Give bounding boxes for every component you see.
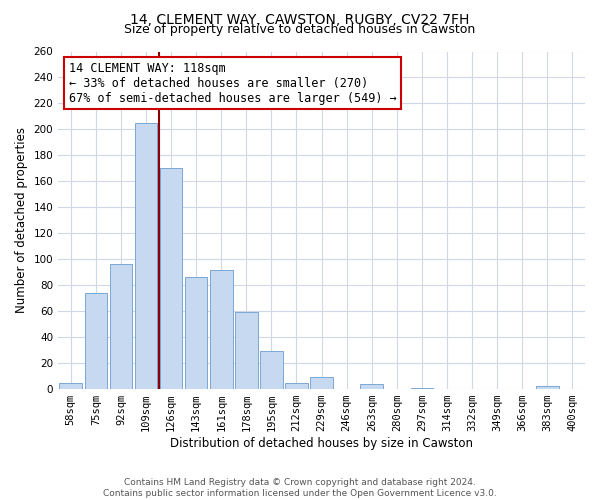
Bar bbox=[361, 384, 383, 389]
Text: Contains HM Land Registry data © Crown copyright and database right 2024.
Contai: Contains HM Land Registry data © Crown c… bbox=[103, 478, 497, 498]
Text: 14 CLEMENT WAY: 118sqm
← 33% of detached houses are smaller (270)
67% of semi-de: 14 CLEMENT WAY: 118sqm ← 33% of detached… bbox=[69, 62, 397, 104]
Bar bbox=[260, 352, 283, 389]
Y-axis label: Number of detached properties: Number of detached properties bbox=[15, 128, 28, 314]
Bar bbox=[85, 293, 107, 389]
Bar bbox=[536, 386, 559, 389]
Bar bbox=[160, 168, 182, 389]
Bar bbox=[235, 312, 257, 389]
Text: Size of property relative to detached houses in Cawston: Size of property relative to detached ho… bbox=[124, 22, 476, 36]
Bar bbox=[210, 270, 233, 389]
Bar bbox=[410, 388, 433, 389]
Bar bbox=[310, 378, 333, 389]
Text: 14, CLEMENT WAY, CAWSTON, RUGBY, CV22 7FH: 14, CLEMENT WAY, CAWSTON, RUGBY, CV22 7F… bbox=[130, 12, 470, 26]
Bar bbox=[285, 382, 308, 389]
Bar bbox=[59, 382, 82, 389]
Bar bbox=[185, 278, 208, 389]
Bar bbox=[110, 264, 132, 389]
Bar bbox=[134, 123, 157, 389]
X-axis label: Distribution of detached houses by size in Cawston: Distribution of detached houses by size … bbox=[170, 437, 473, 450]
